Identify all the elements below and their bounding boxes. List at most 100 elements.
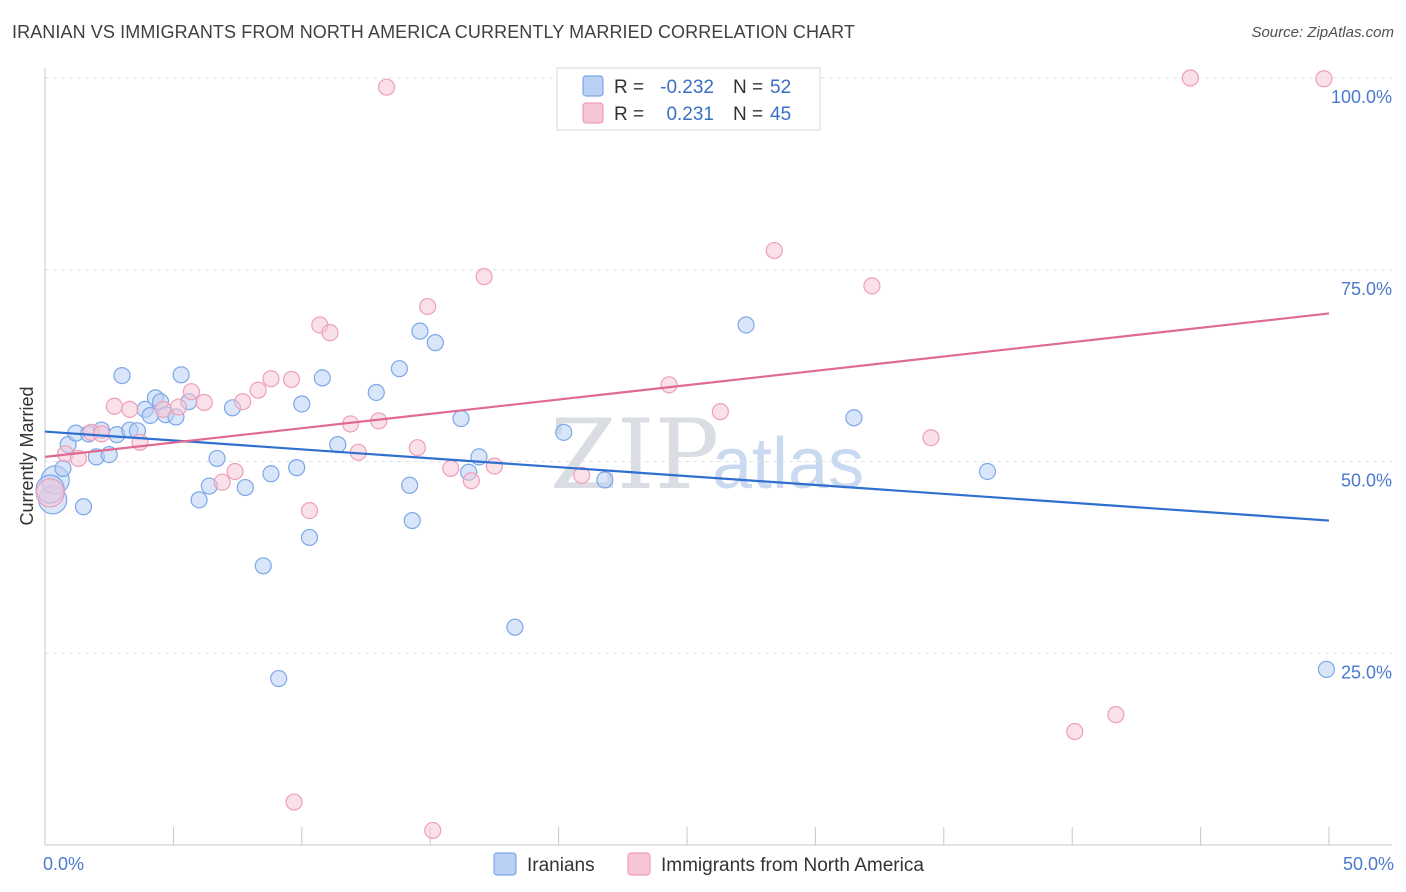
watermark-atlas: atlas <box>712 424 864 504</box>
point-iranians-28 <box>262 465 280 483</box>
point-iranians-37 <box>401 476 419 494</box>
point-iranians-33 <box>313 369 331 387</box>
x-tick-label-1: 50.0% <box>1343 854 1394 874</box>
data-points <box>35 69 1336 840</box>
point-iranians-50 <box>1317 660 1336 678</box>
chart-title: IRANIAN VS IMMIGRANTS FROM NORTH AMERICA… <box>12 22 856 42</box>
point-immigrants-0 <box>35 478 65 508</box>
point-iranians-32 <box>300 528 319 547</box>
point-iranians-35 <box>367 383 385 402</box>
y-tick-label-2: 75.0% <box>1341 279 1392 299</box>
point-immigrants-40 <box>922 429 940 447</box>
stats-r-label-1: R = <box>614 77 644 98</box>
point-immigrants-19 <box>300 501 319 520</box>
stats-box: R = -0.232 N = 52 R = 0.231 N = 45 <box>556 67 821 131</box>
stats-n-value-2: 45 <box>770 104 791 125</box>
legend-label-immigrants: Immigrants from North America <box>661 855 924 876</box>
watermark-zip: ZIP <box>550 399 719 511</box>
source-attribution: Source: ZipAtlas.com <box>1251 24 1394 41</box>
point-immigrants-39 <box>863 277 881 295</box>
point-iranians-5 <box>74 498 93 516</box>
grid-lines <box>45 77 1392 654</box>
y-axis-label: Currently Married <box>17 386 37 525</box>
point-immigrants-26 <box>408 439 426 457</box>
point-immigrants-44 <box>1315 70 1333 88</box>
point-iranians-41 <box>452 409 470 428</box>
stats-n-label-1: N = <box>733 77 763 98</box>
point-immigrants-29 <box>442 459 460 478</box>
point-immigrants-4 <box>92 425 111 443</box>
point-iranians-2 <box>54 459 72 478</box>
x-ticks <box>44 827 1330 845</box>
point-immigrants-33 <box>573 466 591 484</box>
point-iranians-26 <box>236 478 254 497</box>
point-iranians-29 <box>270 669 288 688</box>
point-immigrants-5 <box>105 397 123 415</box>
legend-swatch-immigrants <box>627 852 651 876</box>
y-tick-labels: 25.0% 50.0% 75.0% 100.0% <box>1331 87 1392 682</box>
legend-label-iranians: Iranians <box>527 855 595 876</box>
x-tick-labels: 0.0% 50.0% <box>43 854 1394 874</box>
legend: Iranians Immigrants from North America <box>493 852 924 876</box>
point-immigrants-13 <box>226 462 244 481</box>
stats-r-value-1: -0.232 <box>660 77 714 98</box>
point-immigrants-18 <box>285 793 303 811</box>
point-immigrants-21 <box>321 324 339 342</box>
point-immigrants-14 <box>234 393 252 411</box>
point-immigrants-43 <box>1181 69 1199 87</box>
point-immigrants-12 <box>213 473 231 491</box>
point-iranians-11 <box>113 366 131 385</box>
point-immigrants-15 <box>249 381 267 399</box>
point-immigrants-8 <box>154 400 172 418</box>
stats-r-value-2: 0.231 <box>666 104 714 125</box>
point-immigrants-10 <box>182 383 200 401</box>
point-immigrants-9 <box>169 398 188 416</box>
point-immigrants-36 <box>711 403 729 421</box>
point-immigrants-16 <box>262 370 280 388</box>
point-iranians-46 <box>596 471 614 489</box>
point-iranians-20 <box>172 366 190 384</box>
point-immigrants-6 <box>121 400 139 418</box>
point-immigrants-25 <box>377 78 396 96</box>
y-tick-label-3: 100.0% <box>1331 87 1392 107</box>
point-iranians-36 <box>390 360 408 378</box>
point-iranians-22 <box>190 491 208 509</box>
point-immigrants-42 <box>1107 706 1125 724</box>
point-iranians-27 <box>254 557 272 575</box>
legend-swatch-iranians <box>493 852 517 876</box>
point-immigrants-37 <box>765 241 783 260</box>
point-iranians-47 <box>737 316 755 334</box>
stats-n-label-2: N = <box>733 104 763 125</box>
y-tick-label-1: 50.0% <box>1341 471 1392 491</box>
point-iranians-24 <box>208 449 226 468</box>
point-immigrants-28 <box>424 821 442 840</box>
point-immigrants-32 <box>485 457 503 475</box>
point-iranians-38 <box>403 511 421 530</box>
stats-n-value-1: 52 <box>770 77 791 98</box>
point-iranians-44 <box>506 618 524 636</box>
point-iranians-48 <box>845 409 863 427</box>
point-iranians-31 <box>293 395 311 413</box>
point-immigrants-31 <box>475 268 493 286</box>
point-immigrants-17 <box>282 370 301 389</box>
stats-swatch-immigrants <box>582 102 604 124</box>
stats-r-label-2: R = <box>614 104 644 125</box>
point-iranians-30 <box>288 459 306 477</box>
point-immigrants-30 <box>462 472 480 490</box>
stats-swatch-iranians <box>582 75 604 97</box>
point-iranians-49 <box>978 462 997 481</box>
trend-line-iranians <box>44 430 1330 522</box>
point-immigrants-34 <box>660 376 678 394</box>
point-immigrants-41 <box>1066 722 1084 741</box>
point-iranians-39 <box>411 322 429 340</box>
point-immigrants-27 <box>419 297 437 316</box>
point-iranians-45 <box>555 423 573 441</box>
point-iranians-34 <box>329 436 347 454</box>
y-tick-label-0: 25.0% <box>1341 662 1392 682</box>
trend-lines <box>44 312 1330 522</box>
x-tick-label-0: 0.0% <box>43 854 84 874</box>
point-immigrants-11 <box>195 393 213 412</box>
trend-line-immigrants <box>44 312 1330 458</box>
point-iranians-40 <box>426 334 444 352</box>
